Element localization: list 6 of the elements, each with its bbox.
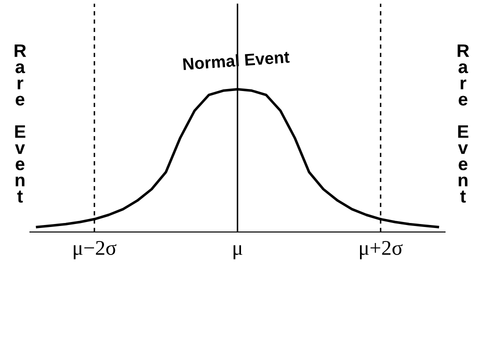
x-tick-label: μ xyxy=(234,245,242,260)
text: Normal Event xyxy=(182,50,290,70)
text: Rare Event xyxy=(458,44,470,203)
x-tick-label: μ−2σ xyxy=(74,240,116,260)
x-tick-label: μ+2σ xyxy=(360,240,403,260)
text: Rare Event xyxy=(14,44,26,203)
